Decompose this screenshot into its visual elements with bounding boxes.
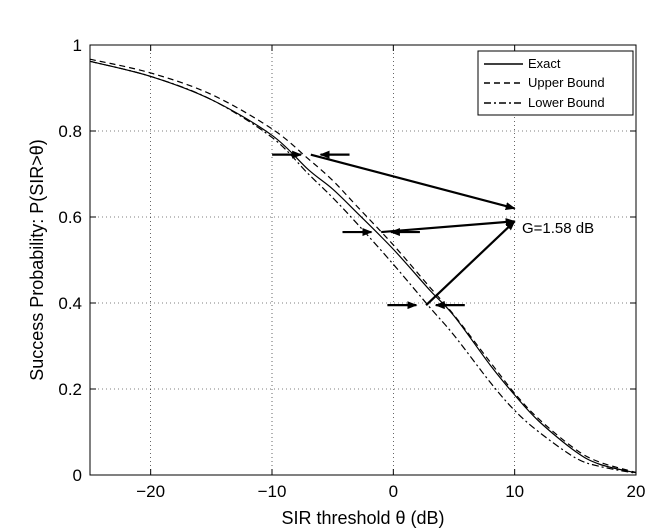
x-tick-label: 20	[627, 482, 646, 501]
y-tick-label: 0.8	[58, 122, 82, 141]
legend-box	[477, 50, 634, 116]
legend-label-upper: Upper Bound	[528, 75, 605, 90]
x-tick-label: −10	[258, 482, 287, 501]
gain-pointer-arrow	[425, 220, 516, 306]
y-tick-label: 1	[73, 36, 82, 55]
gain-pointer-arrow	[381, 218, 516, 234]
x-axis-label: SIR threshold θ (dB)	[281, 508, 444, 528]
legend-label-lower: Lower Bound	[528, 95, 605, 110]
series-line-upper-bound	[89, 58, 637, 473]
y-tick-label: 0	[73, 466, 82, 485]
gain-pointer-arrow	[310, 153, 516, 210]
x-tick-label: −20	[136, 482, 165, 501]
legend-label-exact: Exact	[528, 56, 561, 71]
gap-markers	[272, 150, 516, 310]
gain-annotation: G=1.58 dB	[522, 220, 594, 237]
y-axis-label: Success Probability: P(SIR>θ)	[27, 139, 47, 381]
y-tick-label: 0.6	[58, 208, 82, 227]
x-tick-label: 10	[505, 482, 524, 501]
plot-frame	[89, 44, 637, 476]
series-line-exact	[89, 60, 637, 474]
series-lines	[89, 58, 637, 474]
axis-ticks: −20 −10 0 10 20 0 0.2 0.4 0.6 0.8 1	[58, 36, 645, 501]
series-line-lower-bound	[89, 60, 637, 474]
y-tick-label: 0.2	[58, 380, 82, 399]
legend: Exact Upper Bound Lower Bound	[477, 50, 634, 116]
x-tick-label: 0	[389, 482, 398, 501]
y-tick-label: 0.4	[58, 294, 82, 313]
